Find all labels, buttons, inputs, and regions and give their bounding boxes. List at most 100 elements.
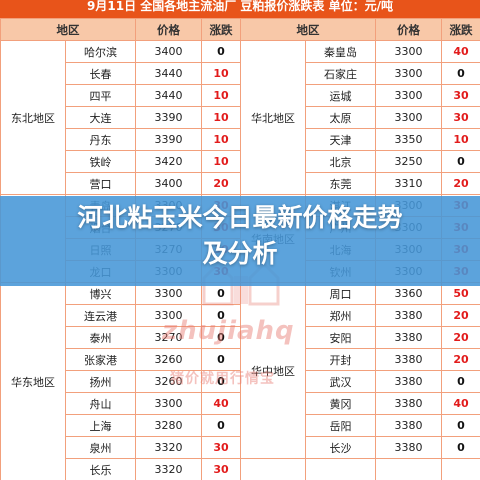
change-cell: 0 xyxy=(441,150,480,173)
price-cell: 3280 xyxy=(135,414,202,437)
table-row: 铁岭 3420 10 北京 3250 0 xyxy=(1,150,480,173)
change-cell: 40 xyxy=(201,392,241,415)
change-cell: 10 xyxy=(201,62,241,85)
city-cell: 黄冈 xyxy=(305,392,376,415)
price-cell: 3300 xyxy=(135,304,202,327)
price-cell: 3300 xyxy=(375,62,442,85)
headline: 河北粘玉米今日最新价格走势 及分析 xyxy=(0,200,480,272)
change-cell: 30 xyxy=(441,84,480,107)
empty-cell xyxy=(305,458,376,480)
price-cell: 3390 xyxy=(135,106,202,129)
city-cell: 四平 xyxy=(65,84,136,107)
empty-cell xyxy=(375,458,442,480)
table-row: 营口 3400 20 东莞 3310 20 xyxy=(1,172,480,195)
change-cell: 30 xyxy=(201,458,241,480)
change-cell: 0 xyxy=(201,348,241,371)
city-cell: 上海 xyxy=(65,414,136,437)
headline-band xyxy=(0,196,480,286)
city-cell: 营口 xyxy=(65,172,136,195)
price-cell: 3440 xyxy=(135,62,202,85)
city-cell: 开封 xyxy=(305,348,376,371)
price-cell: 3300 xyxy=(375,40,442,63)
city-cell: 长沙 xyxy=(305,436,376,459)
empty-cell xyxy=(240,458,306,480)
price-cell: 3260 xyxy=(135,370,202,393)
change-cell: 20 xyxy=(441,326,480,349)
region-cell: 华中地区 xyxy=(240,282,306,459)
header-region-right: 地区 xyxy=(240,18,376,41)
city-cell: 扬州 xyxy=(65,370,136,393)
price-cell: 3270 xyxy=(135,326,202,349)
price-cell: 3380 xyxy=(375,304,442,327)
city-cell: 天津 xyxy=(305,128,376,151)
price-cell: 3250 xyxy=(375,150,442,173)
table-row: 扬州 3260 0 武汉 3380 0 xyxy=(1,370,480,393)
header-change-right: 涨跌 xyxy=(441,18,480,41)
price-cell: 3320 xyxy=(135,436,202,459)
city-cell: 哈尔滨 xyxy=(65,40,136,63)
change-cell: 10 xyxy=(441,128,480,151)
change-cell: 0 xyxy=(441,62,480,85)
city-cell: 长春 xyxy=(65,62,136,85)
price-cell: 3390 xyxy=(135,128,202,151)
table-row: 长乐 3320 30 xyxy=(1,458,480,480)
price-cell: 3420 xyxy=(135,150,202,173)
table-row: 泰州 3270 0 安阳 3380 20 xyxy=(1,326,480,349)
table-title: 9月11日 全国各地主流油厂 豆粕报价涨跌表 单位：元/吨 xyxy=(0,0,480,18)
region-cell: 华北地区 xyxy=(240,40,306,195)
change-cell: 0 xyxy=(441,414,480,437)
change-cell: 0 xyxy=(201,414,241,437)
price-cell: 3380 xyxy=(375,348,442,371)
price-cell: 3400 xyxy=(135,40,202,63)
city-cell: 岳阳 xyxy=(305,414,376,437)
price-cell: 3320 xyxy=(135,458,202,480)
price-cell: 3350 xyxy=(375,128,442,151)
table-row: 华东地区 博兴 3300 0 华中地区 周口 3360 50 xyxy=(0,282,480,480)
change-cell: 20 xyxy=(441,172,480,195)
change-cell: 0 xyxy=(201,40,241,63)
change-cell: 0 xyxy=(441,436,480,459)
city-cell: 大连 xyxy=(65,106,136,129)
city-cell: 武汉 xyxy=(305,370,376,393)
city-cell: 郑州 xyxy=(305,304,376,327)
city-cell: 泰州 xyxy=(65,326,136,349)
table-row: 长春 3440 10 石家庄 3300 0 xyxy=(1,62,480,85)
price-cell: 3300 xyxy=(135,392,202,415)
table-row: 泉州 3320 30 长沙 3380 0 xyxy=(1,436,480,459)
city-cell: 连云港 xyxy=(65,304,136,327)
table-row: 连云港 3300 0 郑州 3380 20 xyxy=(1,304,480,327)
change-cell: 0 xyxy=(201,326,241,349)
city-cell: 泉州 xyxy=(65,436,136,459)
change-cell: 40 xyxy=(441,40,480,63)
table-header-row: 地区 价格 涨跌 地区 价格 涨跌 xyxy=(0,18,480,41)
table-row: 舟山 3300 40 黄冈 3380 40 xyxy=(1,392,480,415)
city-cell: 张家港 xyxy=(65,348,136,371)
price-cell: 3380 xyxy=(375,414,442,437)
header-change-left: 涨跌 xyxy=(201,18,241,41)
city-cell: 安阳 xyxy=(305,326,376,349)
change-cell: 10 xyxy=(201,84,241,107)
city-cell: 秦皇岛 xyxy=(305,40,376,63)
city-cell: 石家庄 xyxy=(305,62,376,85)
change-cell: 10 xyxy=(201,150,241,173)
change-cell: 20 xyxy=(201,172,241,195)
change-cell: 0 xyxy=(201,304,241,327)
table-row: 张家港 3260 0 开封 3380 20 xyxy=(1,348,480,371)
change-cell: 20 xyxy=(441,348,480,371)
city-cell: 舟山 xyxy=(65,392,136,415)
header-region-left: 地区 xyxy=(0,18,136,41)
header-price-left: 价格 xyxy=(135,18,202,41)
change-cell: 0 xyxy=(441,370,480,393)
change-cell: 30 xyxy=(441,106,480,129)
headline-line-1: 河北粘玉米今日最新价格走势 xyxy=(77,203,403,232)
city-cell: 东莞 xyxy=(305,172,376,195)
price-cell: 3380 xyxy=(375,436,442,459)
price-cell: 3300 xyxy=(375,106,442,129)
price-cell: 3380 xyxy=(375,370,442,393)
city-cell: 丹东 xyxy=(65,128,136,151)
price-cell: 3380 xyxy=(375,326,442,349)
headline-line-2: 及分析 xyxy=(202,239,278,268)
city-cell: 长乐 xyxy=(65,458,136,480)
table-row: 丹东 3390 10 天津 3350 10 xyxy=(1,128,480,151)
